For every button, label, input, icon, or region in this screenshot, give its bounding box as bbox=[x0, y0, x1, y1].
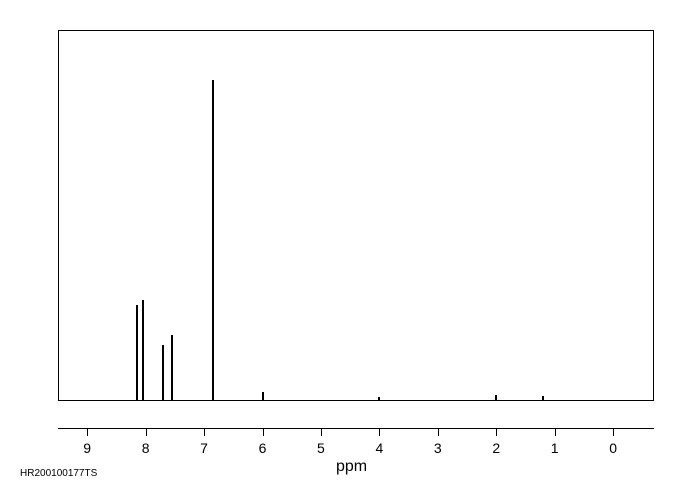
x-tick bbox=[496, 428, 497, 436]
x-tick-label: 2 bbox=[492, 440, 500, 456]
x-tick-label: 8 bbox=[142, 440, 150, 456]
x-tick bbox=[438, 428, 439, 436]
x-tick-label: 4 bbox=[375, 440, 383, 456]
peak bbox=[162, 345, 164, 400]
x-tick bbox=[555, 428, 556, 436]
peak bbox=[142, 300, 144, 400]
x-tick-label: 1 bbox=[551, 440, 559, 456]
x-tick-label: 7 bbox=[200, 440, 208, 456]
plot-frame bbox=[58, 30, 654, 400]
peak bbox=[262, 392, 264, 400]
x-tick-label: 6 bbox=[259, 440, 267, 456]
x-tick bbox=[146, 428, 147, 436]
spectrum-baseline bbox=[58, 400, 654, 401]
x-tick-label: 0 bbox=[609, 440, 617, 456]
x-tick bbox=[613, 428, 614, 436]
x-tick bbox=[263, 428, 264, 436]
x-axis-label: ppm bbox=[336, 458, 367, 476]
peak bbox=[136, 305, 138, 400]
x-tick-label: 3 bbox=[434, 440, 442, 456]
x-axis-line bbox=[58, 428, 654, 429]
x-tick bbox=[321, 428, 322, 436]
x-tick-label: 5 bbox=[317, 440, 325, 456]
x-tick bbox=[204, 428, 205, 436]
peak bbox=[171, 335, 173, 400]
x-tick bbox=[379, 428, 380, 436]
x-tick bbox=[87, 428, 88, 436]
footer-text: HR200100177TS bbox=[20, 468, 97, 479]
x-tick-label: 9 bbox=[83, 440, 91, 456]
peak bbox=[212, 80, 214, 400]
